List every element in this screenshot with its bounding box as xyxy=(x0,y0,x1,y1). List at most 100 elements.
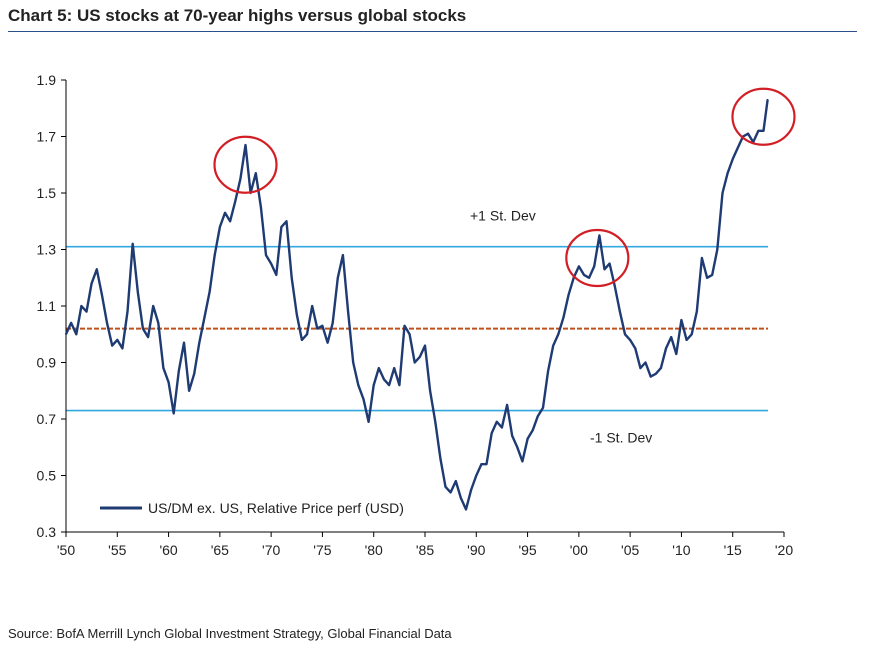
x-tick-label: '55 xyxy=(108,542,126,558)
data-point xyxy=(142,327,144,330)
data-point xyxy=(301,339,303,341)
data-point xyxy=(126,310,129,313)
data-point xyxy=(501,426,503,429)
data-point xyxy=(393,367,396,370)
data-point xyxy=(388,384,390,386)
data-point xyxy=(280,226,283,228)
data-point xyxy=(660,367,662,370)
y-tick-label: 1.3 xyxy=(37,242,57,258)
data-point xyxy=(547,370,549,372)
data-point xyxy=(188,389,190,392)
data-point xyxy=(460,497,462,499)
data-point xyxy=(557,333,560,336)
x-tick-label: '75 xyxy=(313,542,331,558)
data-point xyxy=(434,420,437,423)
x-tick-label: '05 xyxy=(621,542,639,558)
data-point xyxy=(567,293,570,296)
x-tick-label: '60 xyxy=(159,542,177,558)
source-note: Source: BofA Merrill Lynch Global Invest… xyxy=(8,626,452,641)
data-point xyxy=(183,341,185,344)
y-tick-label: 0.9 xyxy=(37,355,57,371)
data-point xyxy=(711,274,714,276)
data-point xyxy=(106,322,108,324)
data-point xyxy=(649,375,652,378)
data-point xyxy=(342,254,344,257)
data-point xyxy=(531,429,534,432)
data-point xyxy=(766,98,769,101)
data-point xyxy=(429,389,432,392)
data-point xyxy=(234,200,237,203)
data-point xyxy=(203,316,206,319)
data-point xyxy=(726,172,729,175)
annotation-labels: +1 St. Dev -1 St. Dev xyxy=(470,208,652,446)
data-point xyxy=(680,319,683,322)
data-point xyxy=(675,353,678,355)
data-point xyxy=(685,339,688,341)
data-point xyxy=(603,268,606,271)
data-point xyxy=(101,293,103,296)
y-tick-label: 1.1 xyxy=(37,298,57,314)
line-chart: 0.3 0.5 0.7 0.9 1.1 1.3 1.5 1.7 1.9 '50 '55 '60 '65 '… xyxy=(37,72,796,558)
data-point xyxy=(95,268,98,271)
data-point xyxy=(275,274,278,276)
data-point xyxy=(218,226,221,228)
data-point xyxy=(624,333,626,336)
data-point xyxy=(254,172,257,175)
data-point xyxy=(583,274,585,276)
legend: US/DM ex. US, Relative Price perf (USD) xyxy=(100,500,404,516)
data-point xyxy=(116,339,119,341)
data-point xyxy=(398,384,401,386)
data-point xyxy=(588,276,591,279)
data-point xyxy=(306,333,308,336)
data-point xyxy=(193,372,196,375)
data-point xyxy=(706,276,708,279)
chart-title: Chart 5: US stocks at 70-year highs vers… xyxy=(8,6,467,25)
data-point xyxy=(316,327,319,330)
data-point xyxy=(152,305,155,307)
data-point xyxy=(326,341,329,344)
data-point xyxy=(259,206,262,209)
data-point xyxy=(757,129,760,132)
title-rule xyxy=(8,31,857,32)
data-point xyxy=(526,437,529,440)
highlight-circle xyxy=(565,228,630,288)
data-point xyxy=(439,457,442,460)
series-layer xyxy=(64,98,769,511)
data-point xyxy=(321,324,324,327)
data-point xyxy=(244,144,247,146)
data-point xyxy=(311,305,314,307)
highlight-circle xyxy=(731,87,796,146)
data-point xyxy=(213,254,216,257)
y-tick-label: 1.7 xyxy=(37,129,57,145)
data-point xyxy=(367,420,370,423)
data-point xyxy=(736,146,739,149)
x-tick-label: '15 xyxy=(724,542,742,558)
data-point xyxy=(372,384,375,386)
data-point xyxy=(695,310,698,313)
data-point xyxy=(475,474,478,477)
data-point xyxy=(208,290,211,293)
y-tick-label: 1.5 xyxy=(37,185,57,201)
data-point xyxy=(357,384,360,386)
data-point xyxy=(747,132,749,135)
data-point xyxy=(470,488,473,491)
data-point xyxy=(352,361,355,364)
data-point xyxy=(511,435,514,437)
data-point xyxy=(265,254,267,257)
data-point xyxy=(670,336,673,338)
data-point xyxy=(147,336,149,338)
y-tick-label: 0.7 xyxy=(37,411,57,427)
data-point xyxy=(690,333,693,336)
data-point xyxy=(65,333,67,336)
data-point xyxy=(480,463,483,466)
data-point xyxy=(608,262,611,265)
data-point xyxy=(424,344,426,347)
x-tick-label: '10 xyxy=(672,542,690,558)
data-point xyxy=(224,211,226,214)
data-point xyxy=(618,310,621,313)
x-tick-label: '20 xyxy=(775,542,793,558)
data-point xyxy=(593,265,596,268)
data-point xyxy=(290,276,293,279)
legend-label: US/DM ex. US, Relative Price perf (USD) xyxy=(148,500,404,516)
data-point xyxy=(731,158,734,161)
